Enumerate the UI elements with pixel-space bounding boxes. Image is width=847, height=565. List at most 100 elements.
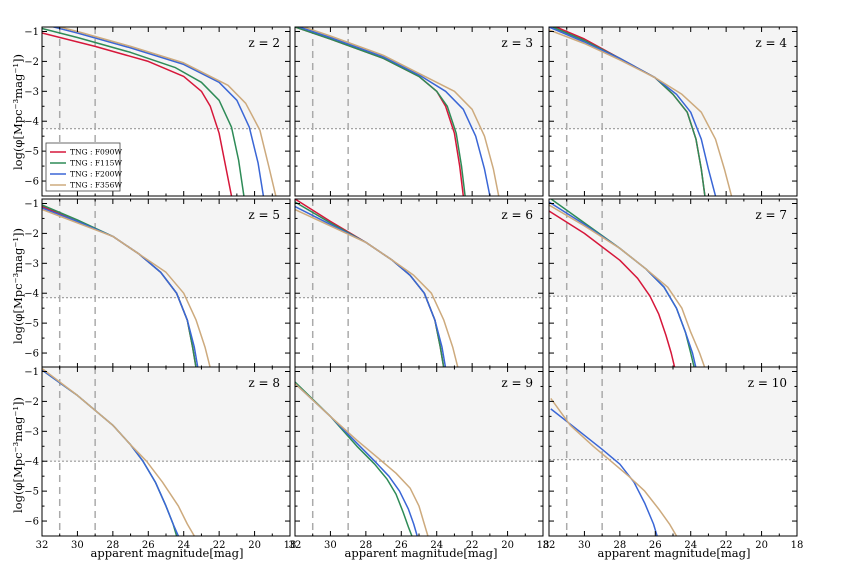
series-line-f200w xyxy=(549,201,697,368)
redshift-label: z = 3 xyxy=(501,36,533,50)
series-line-f200w xyxy=(549,27,717,196)
curves xyxy=(295,381,429,536)
x-tick-label: 20 xyxy=(755,540,768,551)
x-tick-label: 24 xyxy=(430,540,443,551)
series-line-f356w xyxy=(42,367,195,536)
y-tick-label: −6 xyxy=(24,177,39,188)
curves xyxy=(550,397,678,536)
redshift-label: z = 8 xyxy=(248,376,280,390)
redshift-label: z = 5 xyxy=(248,208,280,222)
shaded-region xyxy=(42,199,290,298)
shaded-region xyxy=(295,27,543,129)
legend-entry-f356w: TNG : F356W xyxy=(70,181,122,190)
redshift-label: z = 7 xyxy=(755,208,787,222)
y-axis-label-row2: log(φ[Mpc⁻³mag⁻¹]) xyxy=(11,228,25,344)
panel-z3: z = 3 xyxy=(294,26,544,197)
shaded-region xyxy=(295,367,543,462)
redshift-label: z = 6 xyxy=(501,208,533,222)
shaded-region xyxy=(42,367,290,462)
y-tick-label: −2 xyxy=(24,229,39,240)
x-axis-label-col1: apparent magnitude[mag] xyxy=(91,546,244,560)
series-line-f356w xyxy=(295,382,429,536)
x-tick-label: 20 xyxy=(501,540,514,551)
x-tick-label: 18 xyxy=(284,540,297,551)
series-line-f356w xyxy=(295,208,459,368)
legend-entry-f090w: TNG : F090W xyxy=(70,148,122,157)
panel-z10: 32 30 28 26 24 22 20 18 z = 10 xyxy=(543,366,804,551)
y-tick-label: −5 xyxy=(24,487,39,498)
x-tick-label: 28 xyxy=(359,540,372,551)
x-tick-label: 28 xyxy=(613,540,626,551)
panel-z7: z = 7 xyxy=(548,198,798,369)
legend-entry-f200w: TNG : F200W xyxy=(70,170,122,179)
curves xyxy=(295,27,500,196)
y-tick-label: −3 xyxy=(24,427,39,438)
x-tick-label: 26 xyxy=(395,540,408,551)
y-tick-label: −2 xyxy=(24,397,39,408)
y-tick-label: −3 xyxy=(24,87,39,98)
x-tick-label: 26 xyxy=(649,540,662,551)
series-line-f356w xyxy=(56,27,277,196)
y-tick-label: −5 xyxy=(24,319,39,330)
shaded-region xyxy=(549,199,797,297)
curves xyxy=(42,367,195,536)
x-tick-label: 18 xyxy=(791,540,804,551)
x-tick-label: 20 xyxy=(248,540,261,551)
x-tick-label: 24 xyxy=(177,540,190,551)
x-tick-label: 22 xyxy=(213,540,226,551)
x-tick-label: 28 xyxy=(106,540,119,551)
series-line-f090w xyxy=(549,210,676,368)
panel-z5: −1 −2 −3 −4 −5 −6 z = 5 xyxy=(24,198,291,369)
redshift-label: z = 2 xyxy=(248,36,280,50)
x-axis-label-col2: apparent magnitude[mag] xyxy=(345,546,498,560)
curves xyxy=(549,27,733,196)
x-tick-label: 32 xyxy=(289,540,302,551)
y-tick-label: −4 xyxy=(24,289,39,300)
y-tick-label: −5 xyxy=(24,147,39,158)
x-axis-label-col3: apparent magnitude[mag] xyxy=(598,546,751,560)
redshift-label: z = 10 xyxy=(748,376,787,390)
y-axis-label-row3: log(φ[Mpc⁻³mag⁻¹]) xyxy=(11,397,25,513)
y-tick-label: −6 xyxy=(24,349,39,360)
redshift-label: z = 4 xyxy=(755,36,787,50)
series-line-f356w xyxy=(550,397,678,536)
series-line-f356w xyxy=(42,208,212,368)
y-tick-label: −6 xyxy=(24,517,39,528)
y-tick-label: −2 xyxy=(24,57,39,68)
x-tick-label: 30 xyxy=(578,540,591,551)
curves xyxy=(295,199,459,368)
panel-z9: 32 30 28 26 24 22 20 18 z = 9 xyxy=(289,366,550,551)
redshift-label: z = 9 xyxy=(501,376,533,390)
series-line-f200w xyxy=(42,207,199,368)
y-tick-label: −4 xyxy=(24,457,39,468)
curves xyxy=(549,199,706,368)
series-line-f200w xyxy=(550,408,658,536)
y-tick-label: −1 xyxy=(24,199,39,210)
panel-z8: −1 −2 −3 −4 −5 −6 32 30 28 26 24 22 20 18 z = 8 xyxy=(24,366,297,551)
legend: TNG : F090W TNG : F115W TNG : F200W TNG : F… xyxy=(45,142,122,192)
panel-z6: z = 6 xyxy=(294,198,544,369)
series-line-f200w xyxy=(297,27,491,196)
series-line-f200w xyxy=(295,205,447,368)
x-tick-label: 18 xyxy=(537,540,550,551)
series-line-f356w xyxy=(301,27,500,196)
curves xyxy=(42,204,212,368)
x-tick-label: 32 xyxy=(36,540,49,551)
series-line-f090w xyxy=(42,32,233,196)
series-line-f356w xyxy=(549,29,733,196)
y-tick-label: −4 xyxy=(24,117,39,128)
x-tick-label: 26 xyxy=(142,540,155,551)
series-line-f356w xyxy=(549,204,706,368)
x-tick-label: 30 xyxy=(324,540,337,551)
series-line-f115w xyxy=(295,27,466,196)
y-tick-label: −1 xyxy=(24,367,39,378)
x-tick-label: 24 xyxy=(684,540,697,551)
x-tick-label: 22 xyxy=(466,540,479,551)
series-line-f200w xyxy=(50,27,265,196)
y-tick-label: −1 xyxy=(24,27,39,38)
series-line-f115w xyxy=(550,27,706,196)
series-line-f115w xyxy=(42,27,245,196)
